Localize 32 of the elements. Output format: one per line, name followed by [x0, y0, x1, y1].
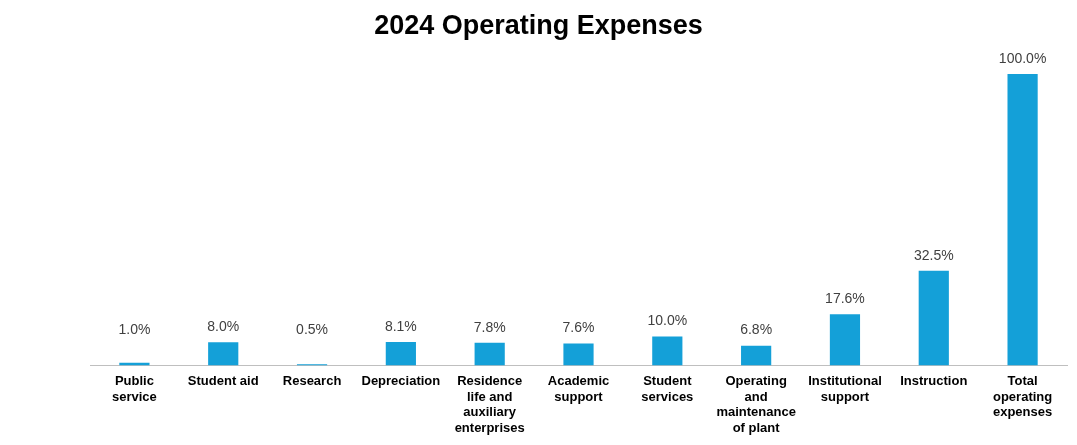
x-tick-label: Depreciation [361, 372, 441, 388]
x-tick-label: Instruction [900, 372, 968, 388]
bar [741, 345, 772, 366]
x-tick-label: Public service [112, 372, 157, 404]
data-label: 6.8% [740, 321, 773, 338]
x-tick-label: Student aid [187, 372, 259, 388]
x-tick-label: Student services [641, 372, 694, 404]
data-label: 8.0% [207, 318, 240, 335]
x-tick-label: Research [282, 372, 342, 388]
x-tick-label: Total operating expenses [992, 372, 1053, 420]
data-label: 100.0% [998, 49, 1047, 66]
data-label: 17.6% [825, 290, 865, 307]
bar [208, 342, 239, 366]
data-label: 7.6% [562, 319, 595, 336]
x-tick-label: Operating and maintenance of plant [716, 372, 796, 435]
data-label: 0.5% [296, 321, 329, 338]
bar [474, 342, 505, 366]
bar [652, 336, 683, 366]
data-label: 1.0% [118, 321, 151, 338]
bar [918, 270, 949, 366]
data-label: 8.1% [384, 317, 417, 334]
bar [563, 343, 594, 366]
bar [1007, 74, 1038, 366]
bar [829, 314, 861, 366]
chart-title: 2024 Operating Expenses [373, 10, 704, 42]
x-tick-label: Residence life and auxiliary enterprises [454, 372, 525, 435]
bar [385, 341, 416, 366]
data-label: 7.8% [473, 318, 506, 335]
x-tick-label: Academic support [547, 372, 610, 404]
x-tick-label: Institutional support [808, 372, 882, 404]
data-label: 10.0% [647, 312, 688, 329]
data-label: 32.5% [913, 246, 954, 263]
